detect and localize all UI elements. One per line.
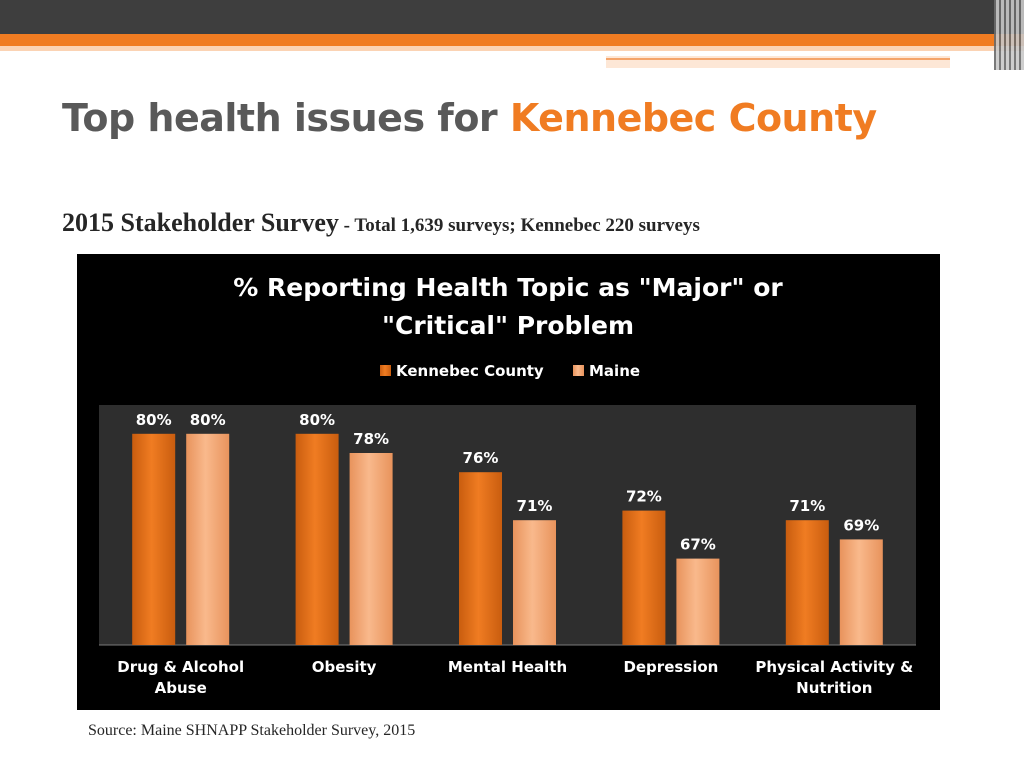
- data-label-kennebec-5: 71%: [789, 497, 825, 515]
- subtitle-detail: - Total 1,639 surveys; Kennebec 220 surv…: [338, 215, 700, 236]
- bar-kennebec-1: [132, 433, 176, 645]
- bar-kennebec-2: [295, 433, 339, 645]
- data-label-maine-3: 71%: [517, 497, 553, 515]
- data-label-kennebec-3: 76%: [463, 449, 499, 467]
- data-label-maine-5: 69%: [843, 516, 879, 534]
- plot-area: [99, 405, 916, 645]
- data-label-kennebec-4: 72%: [626, 488, 662, 506]
- category-label-1-line-1: Drug & Alcohol: [117, 658, 244, 676]
- subtitle-main: 2015 Stakeholder Survey: [62, 208, 339, 237]
- peach-stripe: [0, 46, 1024, 51]
- chart-title-line-2: "Critical" Problem: [382, 311, 634, 340]
- chart: % Reporting Health Topic as "Major" or "C…: [77, 254, 940, 710]
- header-band: [0, 0, 1024, 34]
- category-label-5-line-1: Physical Activity &: [755, 658, 913, 676]
- data-label-maine-1: 80%: [190, 411, 226, 429]
- category-label-5-line-2: Nutrition: [796, 679, 872, 697]
- title-highlight: Kennebec County: [509, 96, 877, 140]
- page-title: Top health issues for Kennebec County: [62, 96, 877, 140]
- category-label-2-line-1: Obesity: [312, 658, 377, 676]
- bar-kennebec-3: [459, 472, 502, 645]
- bar-maine-5: [839, 539, 883, 645]
- bar-maine-3: [513, 520, 556, 645]
- subtitle: 2015 Stakeholder Survey - Total 1,639 su…: [62, 208, 700, 238]
- orange-stripe: [0, 34, 1024, 46]
- legend-swatch-1: [380, 365, 391, 376]
- legend-label-2: Maine: [589, 362, 640, 380]
- category-label-3-line-1: Mental Health: [448, 658, 567, 676]
- corner-decoration: [994, 0, 1024, 70]
- category-label-4-line-1: Depression: [623, 658, 718, 676]
- legend-swatch-2: [573, 365, 584, 376]
- data-label-kennebec-2: 80%: [299, 411, 335, 429]
- data-label-maine-2: 78%: [353, 430, 389, 448]
- bar-kennebec-4: [622, 510, 666, 645]
- legend-label-1: Kennebec County: [396, 362, 544, 380]
- chart-svg: % Reporting Health Topic as "Major" or "C…: [99, 273, 916, 697]
- bar-kennebec-5: [785, 520, 829, 645]
- data-label-maine-4: 67%: [680, 536, 716, 554]
- title-prefix: Top health issues for: [62, 96, 510, 140]
- category-label-1-line-2: Abuse: [155, 679, 207, 697]
- source-note: Source: Maine SHNAPP Stakeholder Survey,…: [88, 722, 416, 739]
- bar-maine-4: [676, 558, 720, 645]
- bar-maine-2: [349, 453, 393, 645]
- chart-title-line-1: % Reporting Health Topic as "Major" or: [233, 273, 783, 302]
- accent-line: [606, 58, 950, 60]
- bar-maine-1: [186, 433, 230, 645]
- data-label-kennebec-1: 80%: [136, 411, 172, 429]
